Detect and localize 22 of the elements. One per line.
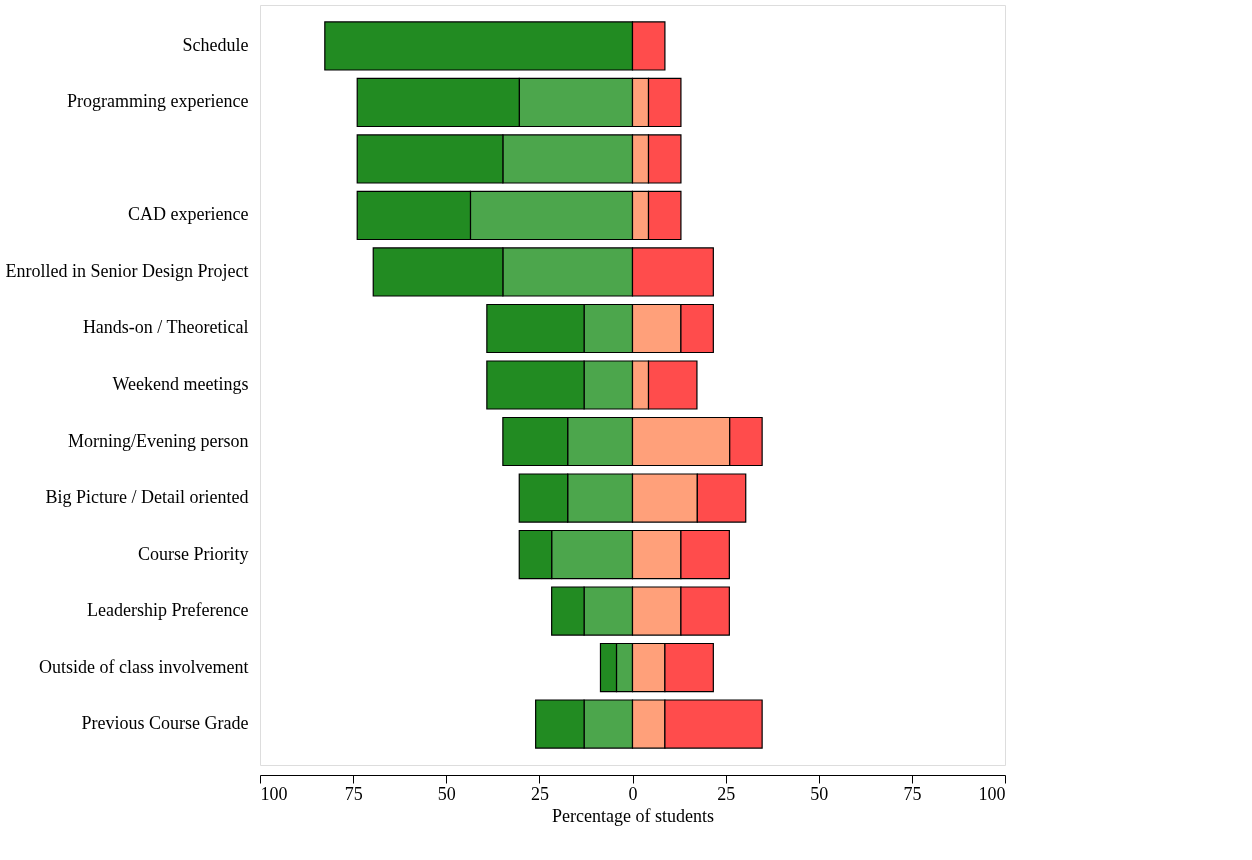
y-tick-label: Course Priority [138,543,249,564]
y-tick-label: Weekend meetings [112,374,249,394]
x-tick-label: 75 [344,783,363,804]
y-tick-label: Enrolled in Senior Design Project [5,260,249,281]
y-tick-label: CAD experience [128,204,249,225]
y-tick-label: Previous Course Grade [81,713,249,734]
x-tick-label: 25 [530,783,549,804]
x-tick-label: 50 [437,783,456,804]
y-tick-label: Schedule [182,34,249,55]
y-tick-label: Morning/Evening person [68,430,249,451]
y-tick-label: Big Picture / Detail oriented [45,487,249,508]
x-tick-label: 75 [903,783,922,804]
y-tick-label: Hands-on / Theoretical [82,317,249,338]
x-axis-title: Percentage of students [552,805,714,826]
x-tick-label: 100 [978,783,1006,804]
y-tick-label: Programming experience [67,91,249,112]
x-tick-label: 25 [717,783,736,804]
x-tick-label: 0 [628,783,638,804]
y-tick-label: Outside of class involvement [39,656,249,677]
x-tick-label: 50 [810,783,829,804]
x-tick-label: 100 [260,783,288,804]
y-tick-label: Leadership Preference [87,600,249,621]
